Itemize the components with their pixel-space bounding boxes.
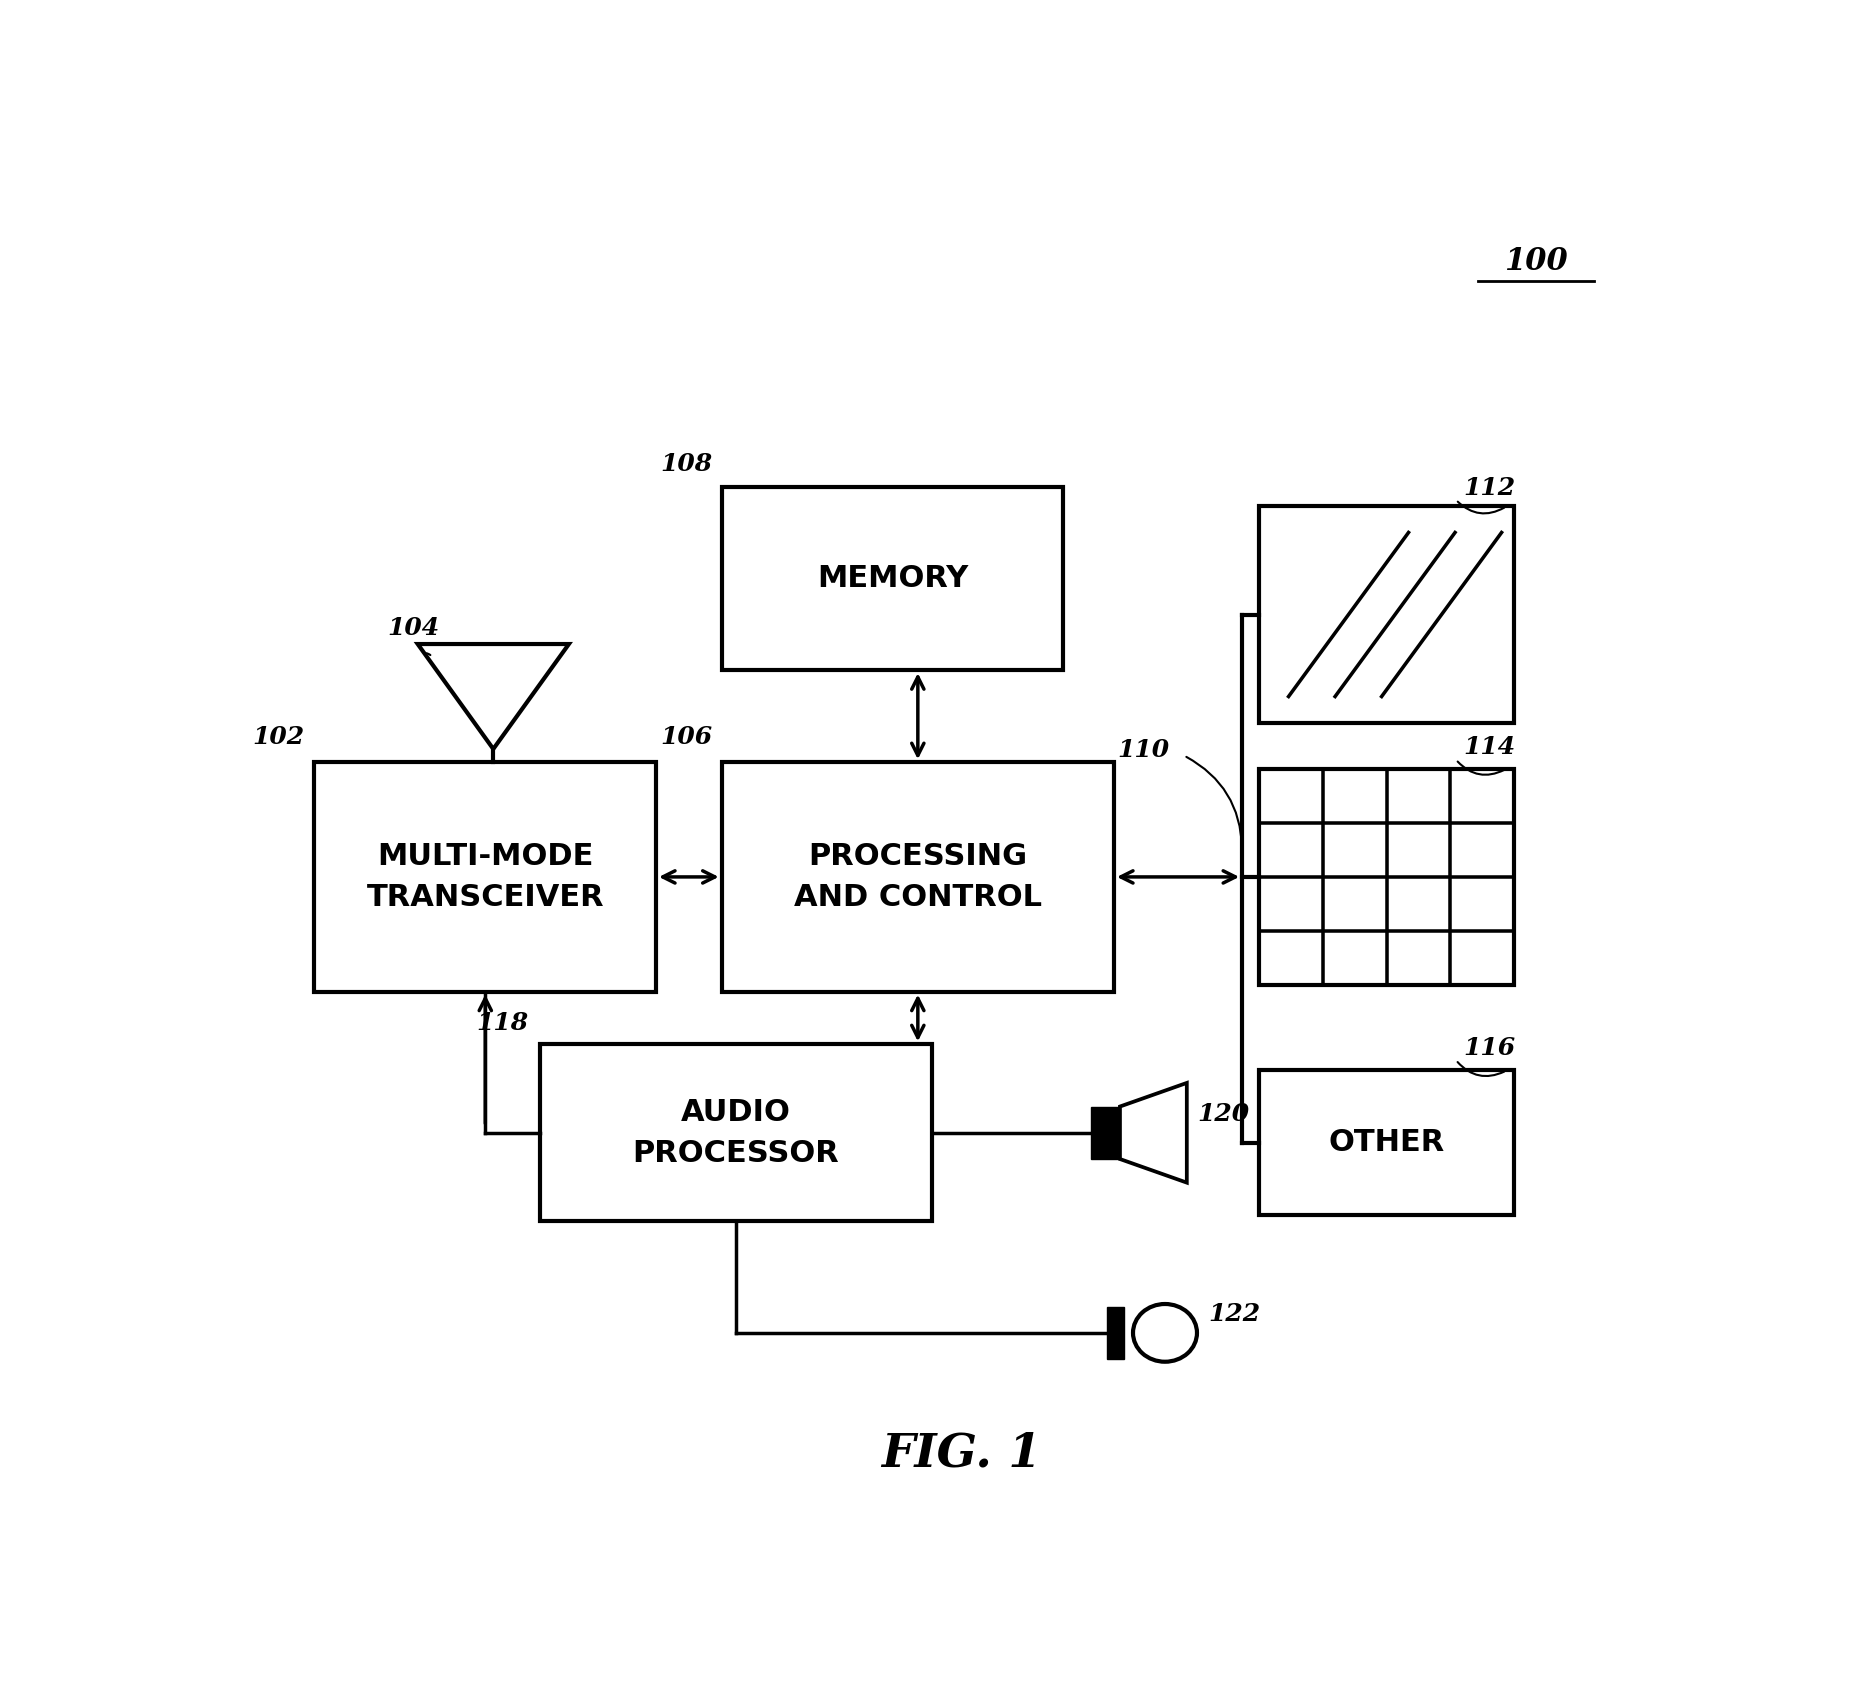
Bar — [1259, 769, 1514, 985]
Text: 106: 106 — [660, 724, 713, 750]
Text: 116: 116 — [1463, 1036, 1516, 1060]
Bar — [315, 762, 657, 992]
Text: 112: 112 — [1463, 475, 1516, 499]
Bar — [722, 762, 1114, 992]
Bar — [1259, 506, 1514, 722]
Text: MEMORY: MEMORY — [816, 564, 968, 593]
Text: 114: 114 — [1463, 736, 1516, 760]
Text: 122: 122 — [1208, 1302, 1261, 1326]
Text: PROCESSING
AND CONTROL: PROCESSING AND CONTROL — [794, 842, 1041, 912]
Text: AUDIO
PROCESSOR: AUDIO PROCESSOR — [632, 1097, 839, 1167]
Text: 110: 110 — [1118, 738, 1169, 762]
Text: 108: 108 — [660, 452, 713, 475]
Bar — [1090, 1106, 1120, 1159]
Text: 102: 102 — [251, 724, 304, 750]
Text: 118: 118 — [477, 1010, 529, 1034]
Text: 104: 104 — [386, 617, 439, 641]
Text: FIG. 1: FIG. 1 — [882, 1431, 1041, 1477]
Text: OTHER: OTHER — [1328, 1128, 1445, 1157]
Bar — [1107, 1307, 1124, 1360]
Text: 120: 120 — [1197, 1102, 1249, 1126]
Bar — [1259, 1070, 1514, 1215]
Bar — [540, 1045, 932, 1222]
Text: 100: 100 — [1505, 245, 1568, 276]
Text: MULTI-MODE
TRANSCEIVER: MULTI-MODE TRANSCEIVER — [366, 842, 604, 912]
Bar — [722, 487, 1064, 670]
